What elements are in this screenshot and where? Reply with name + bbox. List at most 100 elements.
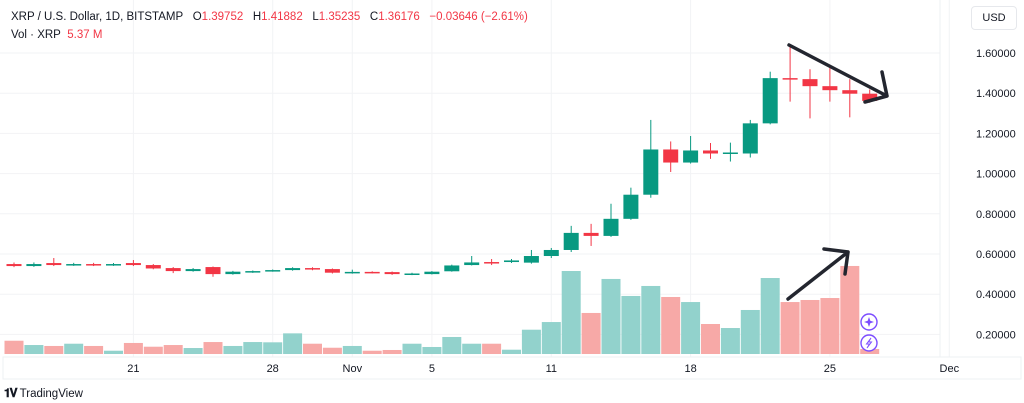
volume-bar (681, 302, 701, 354)
candle (663, 141, 679, 172)
volume-bar (342, 345, 362, 354)
candle-body (722, 152, 738, 154)
time-tick-label: 18 (684, 363, 696, 375)
volume-bar (163, 345, 183, 354)
candle-body (285, 268, 301, 271)
candle-body (762, 78, 778, 124)
volume-bar (402, 343, 422, 354)
candle (504, 259, 519, 264)
candle-body (663, 149, 679, 163)
candle (782, 44, 798, 102)
candle (722, 142, 738, 162)
volume-bar (482, 343, 502, 354)
candle (265, 269, 281, 272)
candle (623, 187, 639, 220)
candle (185, 268, 201, 272)
candle-body (842, 90, 858, 94)
volume-bar (4, 340, 24, 354)
close-label: C (369, 11, 379, 23)
candle (6, 262, 22, 268)
candle-body (6, 264, 22, 267)
time-axis[interactable]: 21 28 Nov 5 11 18 25 Dec (127, 363, 959, 375)
ohlc-row: XRP / U.S. Dollar, 1D, BITSTAMP O1.39752… (11, 8, 528, 26)
time-tick-label: 5 (429, 363, 435, 375)
grid-lines (0, 0, 1022, 380)
candle-body (484, 262, 500, 264)
candle-body (822, 86, 838, 91)
candle (703, 143, 718, 159)
currency-button[interactable]: USD (971, 6, 1017, 30)
change-value: −0.03646 (−2.61%) (429, 11, 528, 23)
price-axis[interactable]: 1.60000 1.40000 1.20000 1.00000 0.80000 0.600… (976, 48, 1016, 341)
candle-body (46, 263, 62, 266)
chart-legend: XRP / U.S. Dollar, 1D, BITSTAMP O1.39752… (11, 8, 528, 44)
candle (762, 71, 778, 125)
volume-bar (223, 345, 243, 354)
lightning-button-icon[interactable] (860, 334, 878, 352)
volume-bar (84, 345, 104, 354)
volume-bar (720, 328, 740, 354)
indicator-buttons[interactable] (860, 313, 878, 352)
candle-body (225, 271, 241, 275)
volume-bar (740, 309, 760, 354)
tradingview-logo-icon: 𝟏𝐕 (4, 386, 18, 400)
volume-bar (24, 345, 44, 354)
candle-body (344, 271, 360, 274)
candle (245, 270, 261, 273)
symbol-title[interactable]: XRP / U.S. Dollar, 1D, BITSTAMP (11, 11, 184, 23)
time-tick-label: 28 (267, 363, 279, 375)
candle (305, 267, 320, 271)
volume-bar (322, 347, 342, 354)
candle (543, 247, 559, 259)
volume-bar (382, 349, 402, 354)
candle (106, 263, 121, 266)
volume-bar (541, 322, 561, 354)
volume-bar (800, 299, 820, 354)
volume-bar (561, 271, 581, 354)
candle (364, 271, 380, 274)
volume-bar (780, 302, 800, 354)
candle-body (782, 78, 798, 80)
candle-body (245, 271, 261, 273)
candle-body (384, 272, 400, 275)
candle (165, 267, 181, 274)
down-arrow-annotation (787, 43, 889, 104)
candle (145, 264, 161, 270)
candle (384, 271, 400, 275)
volume-label[interactable]: Vol · XRP (11, 29, 61, 41)
volume-bar (521, 329, 541, 354)
candles (6, 44, 878, 277)
high-label: H (252, 11, 262, 23)
candle-body (563, 232, 579, 250)
candle (643, 119, 659, 198)
volume-bar (621, 295, 641, 354)
candle (86, 262, 102, 267)
lightning-icon (865, 337, 873, 349)
candle-body (185, 269, 201, 272)
tradingview-logo[interactable]: 𝟏𝐕 TradingView (4, 386, 83, 401)
candle (404, 272, 420, 276)
candle-body (26, 264, 42, 267)
candle-body (504, 260, 519, 263)
candle (424, 271, 440, 275)
sparkle-icon (864, 317, 874, 327)
high-value: 1.41882 (261, 11, 303, 23)
candle (225, 270, 241, 275)
volume-bars (4, 265, 880, 354)
candle-body (742, 123, 758, 154)
candle (683, 136, 699, 164)
candle (563, 225, 579, 252)
volume-row: Vol · XRP 5.37 M (11, 26, 528, 44)
trend-annotations (786, 43, 889, 301)
volume-bar (283, 333, 303, 354)
volume-bar (701, 324, 720, 354)
price-tick-label: 0.20000 (976, 329, 1016, 341)
volume-bar (462, 343, 482, 354)
candle (324, 268, 340, 274)
price-tick-label: 1.20000 (976, 128, 1016, 140)
time-tick-label: Dec (940, 363, 960, 375)
candle (523, 249, 539, 264)
open-value: 1.39752 (201, 11, 244, 23)
candle-body (464, 262, 480, 266)
